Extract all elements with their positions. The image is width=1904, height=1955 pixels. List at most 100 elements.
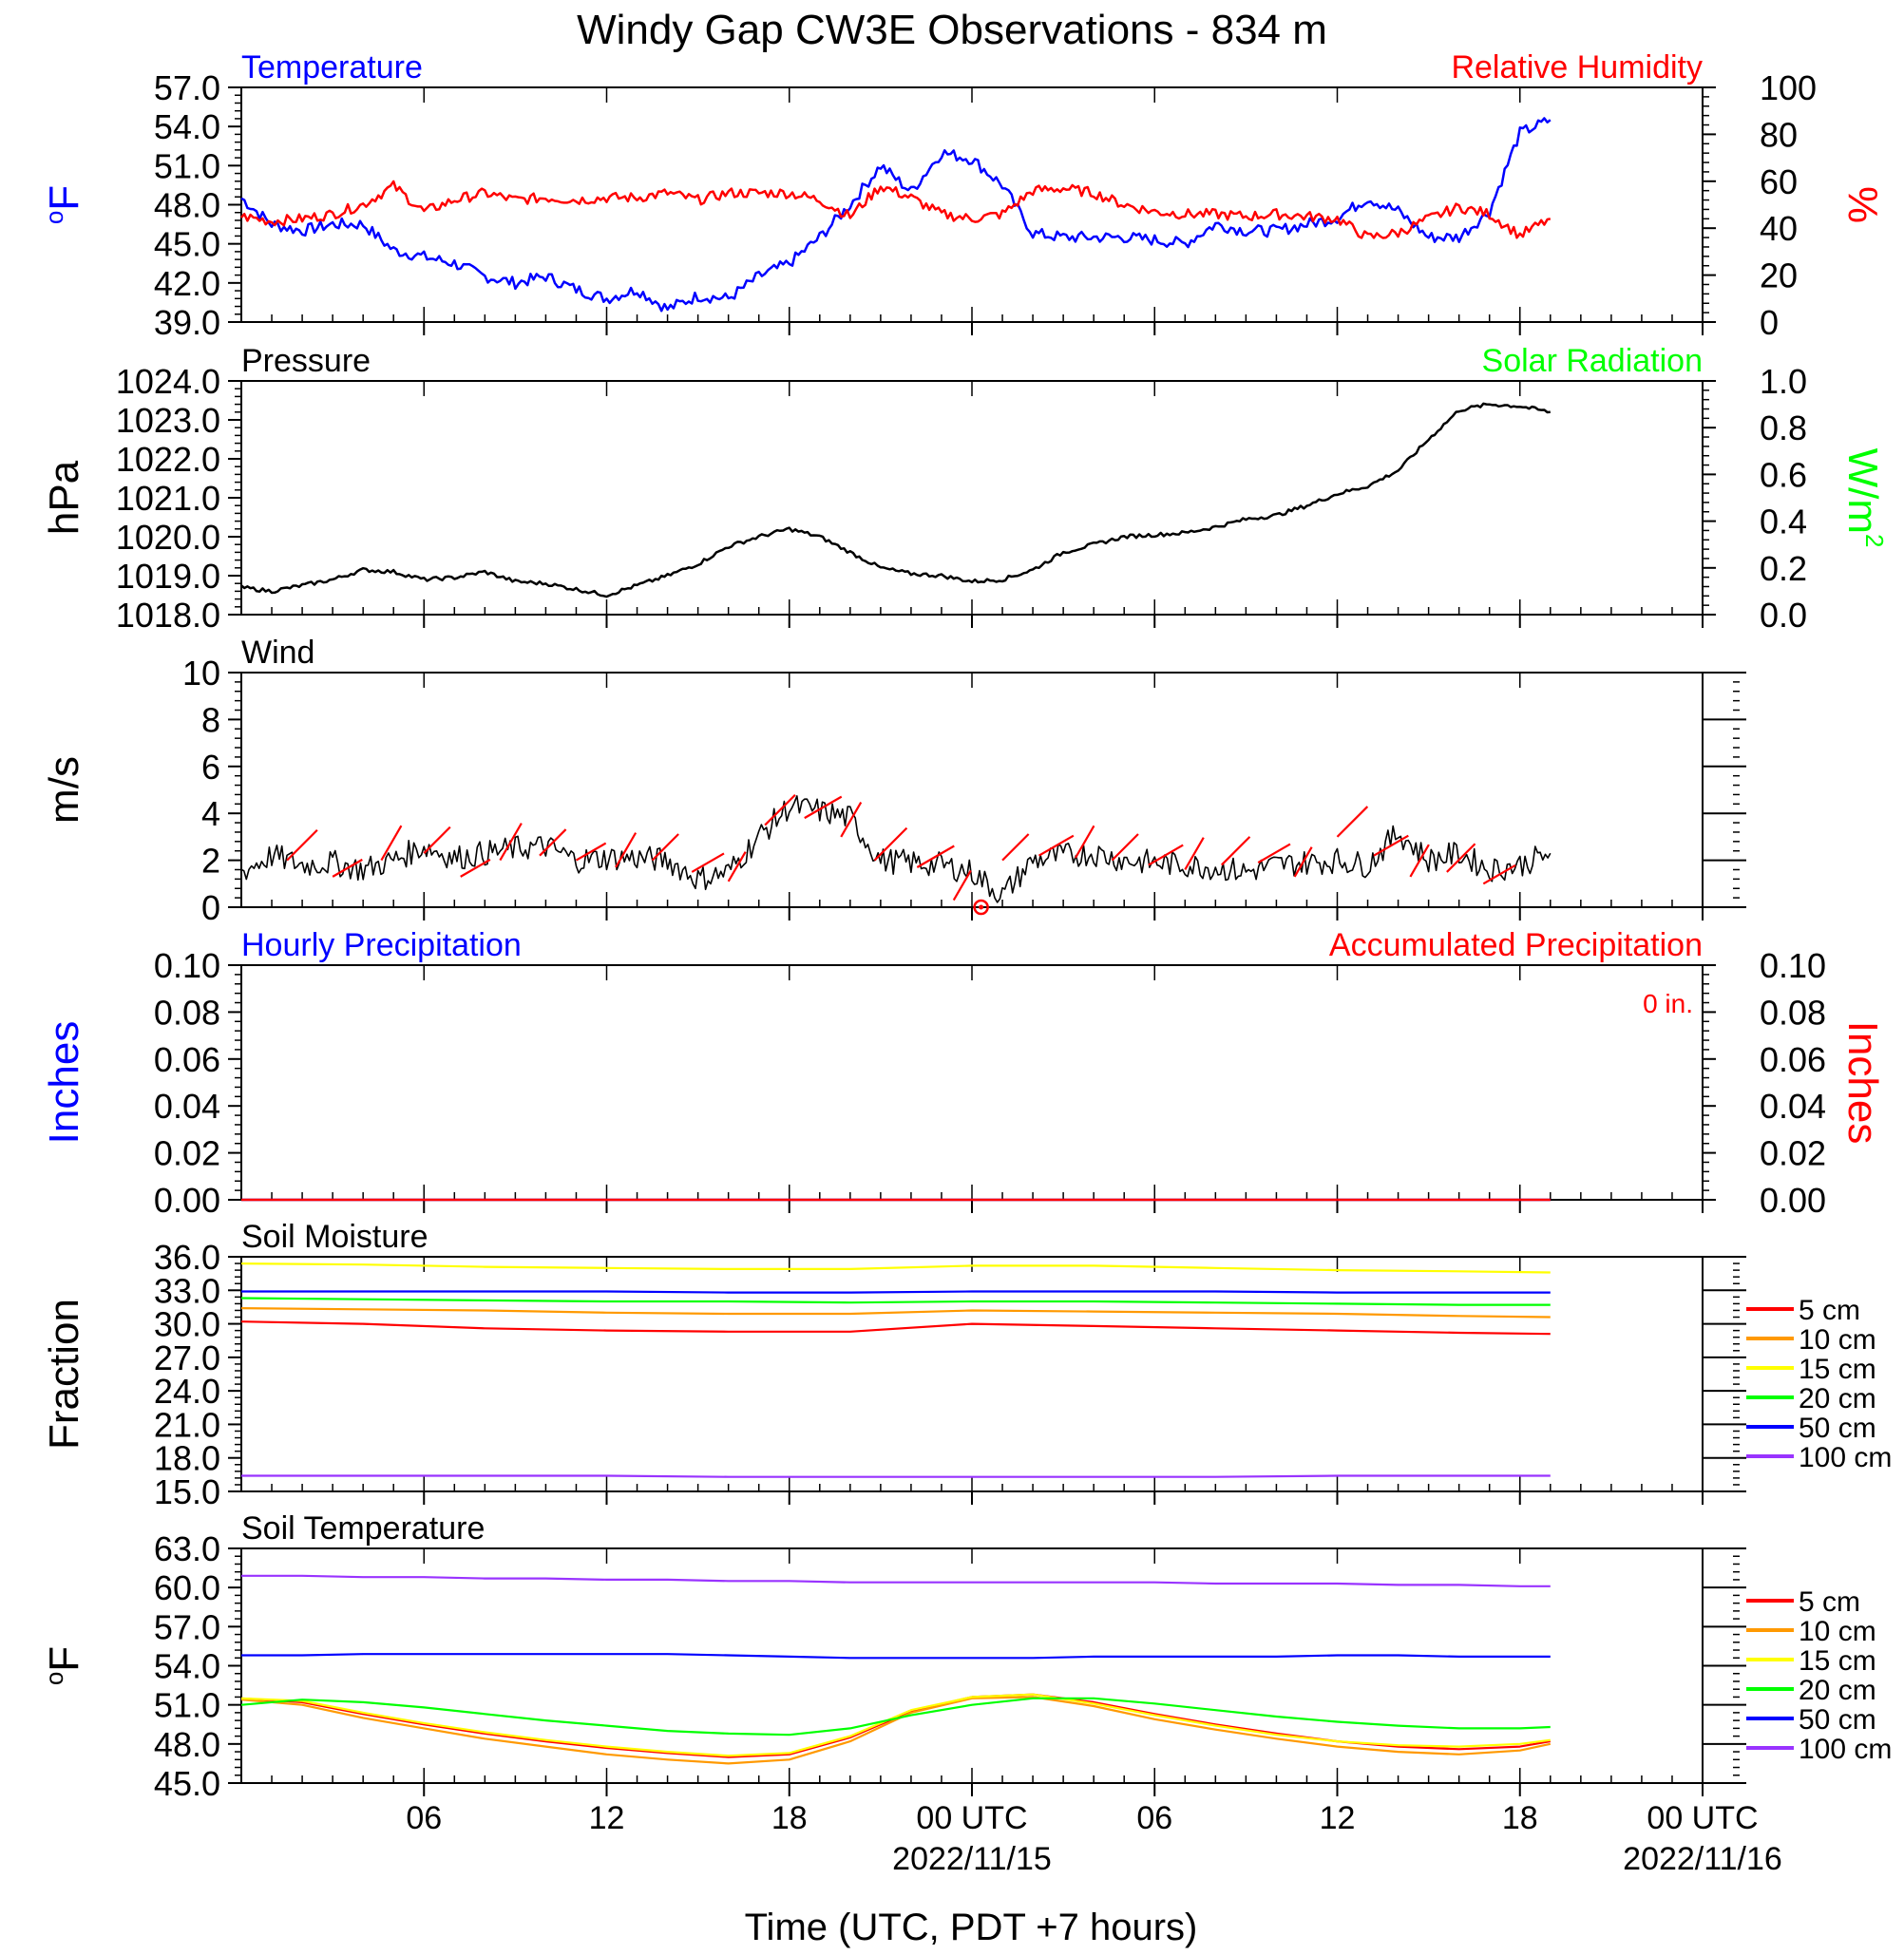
series-wind-0 [240, 795, 1552, 903]
y-tick-label: 0.04 [154, 1087, 220, 1126]
y-axis-label: oF [40, 185, 87, 224]
legend-label: 20 cm [1799, 1675, 1876, 1706]
date-label: 2022/11/16 [1623, 1841, 1782, 1877]
y-right-tick-label: 1.0 [1760, 362, 1807, 401]
wind-barb [1038, 834, 1075, 857]
wind-barb [1257, 843, 1291, 864]
y-right-tick-label: 0.10 [1760, 946, 1826, 985]
legend-label: 5 cm [1799, 1295, 1860, 1326]
series-soil_moisture-3 [240, 1297, 1551, 1306]
x-tick-label: 06 [406, 1800, 442, 1836]
legend-label: 15 cm [1799, 1354, 1876, 1385]
legend-label: 15 cm [1799, 1645, 1876, 1677]
series-temp_rh-0 [240, 117, 1552, 313]
wind-barb [651, 833, 679, 862]
y-right-tick-label: 0.4 [1760, 503, 1807, 541]
series-soil_moisture-5 [241, 1474, 1551, 1478]
wind-barb [1148, 844, 1184, 866]
y-axis-label: m/s [41, 756, 87, 824]
y-label-superscript: 2 [1860, 534, 1889, 547]
y-axis-label: Fraction [41, 1299, 87, 1450]
wind-barb [460, 858, 491, 878]
panel-right-title: Relative Humidity [1451, 49, 1703, 85]
y-label-degree: o [40, 1672, 68, 1685]
y-tick-label: 54.0 [154, 1647, 220, 1686]
wind-barb [840, 801, 863, 838]
y-right-tick-label: 40 [1760, 209, 1798, 248]
y-tick-label: 10 [182, 654, 220, 693]
y-tick-label: 0.06 [154, 1040, 220, 1079]
wind-barb [1111, 833, 1139, 862]
series-soil_moisture-1 [240, 1307, 1551, 1319]
panel-right-title: Accumulated Precipitation [1329, 927, 1703, 963]
panel-left-title: Wind [241, 635, 314, 671]
wind-barb [727, 851, 747, 883]
panel-wind: 10 8 6 4 2 0 Wind m/s [41, 635, 1746, 927]
y-tick-label: 15.0 [154, 1472, 220, 1511]
wind-barb [332, 858, 363, 878]
wind-barb [691, 852, 725, 873]
wind-barb [1446, 843, 1476, 873]
y-tick-label: 27.0 [154, 1338, 220, 1377]
y-tick-label: 24.0 [154, 1372, 220, 1411]
y-tick-label: 18.0 [154, 1439, 220, 1478]
wind-barb [804, 795, 843, 820]
y-tick-label: 51.0 [154, 146, 220, 185]
x-tick-label: 12 [1320, 1800, 1356, 1836]
wind-barb [1001, 833, 1030, 862]
panel-left-title: Hourly Precipitation [241, 927, 522, 963]
x-tick-label: 00 UTC [916, 1800, 1027, 1836]
wind-barb [539, 828, 567, 857]
y-right-tick-label: 0.2 [1760, 549, 1807, 588]
panel-precip: 0.10 0.08 0.06 0.04 0.02 0.00 0.10 0.08 0.06 0.04… [41, 927, 1886, 1220]
date-label: 2022/11/15 [892, 1841, 1052, 1877]
panel-frame [240, 86, 1704, 323]
series-soil_temp-2 [240, 1693, 1551, 1757]
wind-barb [1184, 837, 1205, 871]
wind-barb [1373, 834, 1409, 857]
panel-frame [240, 380, 1704, 616]
series-pressure-0 [240, 402, 1551, 598]
wind-barb [1409, 844, 1430, 878]
panel-right-title: Solar Radiation [1482, 343, 1703, 379]
y-right-tick-label: 0.06 [1760, 1040, 1826, 1079]
y-tick-label: 1019.0 [116, 557, 220, 596]
y-label-degree: o [40, 211, 68, 224]
panel-left-title: Soil Moisture [241, 1219, 428, 1255]
legend-label: 50 cm [1799, 1704, 1876, 1736]
y-tick-label: 21.0 [154, 1405, 220, 1444]
x-tick-label: 12 [589, 1800, 625, 1836]
y-tick-label: 0 [201, 888, 220, 927]
y-tick-label: 0.02 [154, 1134, 220, 1173]
y-right-tick-label: 0.02 [1760, 1134, 1826, 1173]
legend-label: 20 cm [1799, 1383, 1876, 1414]
wind-barb [916, 845, 955, 868]
wind-barb [1074, 825, 1095, 859]
wind-barb [423, 826, 451, 854]
wind-barb [952, 869, 972, 902]
y-axis-right-label: Inches [1839, 1021, 1886, 1145]
legend-label: 100 cm [1799, 1734, 1892, 1765]
wind-barb [1482, 864, 1516, 885]
legend-label: 5 cm [1799, 1586, 1860, 1618]
series-soil_moisture-0 [240, 1320, 1551, 1336]
legend-label: 10 cm [1799, 1324, 1876, 1356]
series-temp_rh-1 [240, 180, 1552, 239]
y-tick-label: 39.0 [154, 303, 220, 342]
y-right-tick-label: 20 [1760, 256, 1798, 295]
y-tick-label: 60.0 [154, 1568, 220, 1607]
series-soil_temp-5 [241, 1574, 1551, 1587]
y-label-unit: F [41, 185, 87, 211]
legend-label: 100 cm [1799, 1442, 1892, 1473]
wind-barb [615, 832, 638, 868]
panel-left-title: Soil Temperature [241, 1510, 485, 1547]
chart-panels: 57.054.051.048.045.042.039.0100806040200… [40, 49, 1892, 1803]
y-tick-label: 4 [201, 794, 220, 833]
wind-barb [873, 826, 908, 862]
wind-barb [1293, 846, 1313, 878]
y-tick-label: 1023.0 [116, 401, 220, 440]
y-axis-label: hPa [41, 460, 87, 535]
wind-barb [286, 829, 318, 862]
panel-soil_moisture: 36.033.030.027.024.021.018.015.0 Soil Moi… [41, 1219, 1892, 1511]
y-tick-label: 51.0 [154, 1686, 220, 1725]
